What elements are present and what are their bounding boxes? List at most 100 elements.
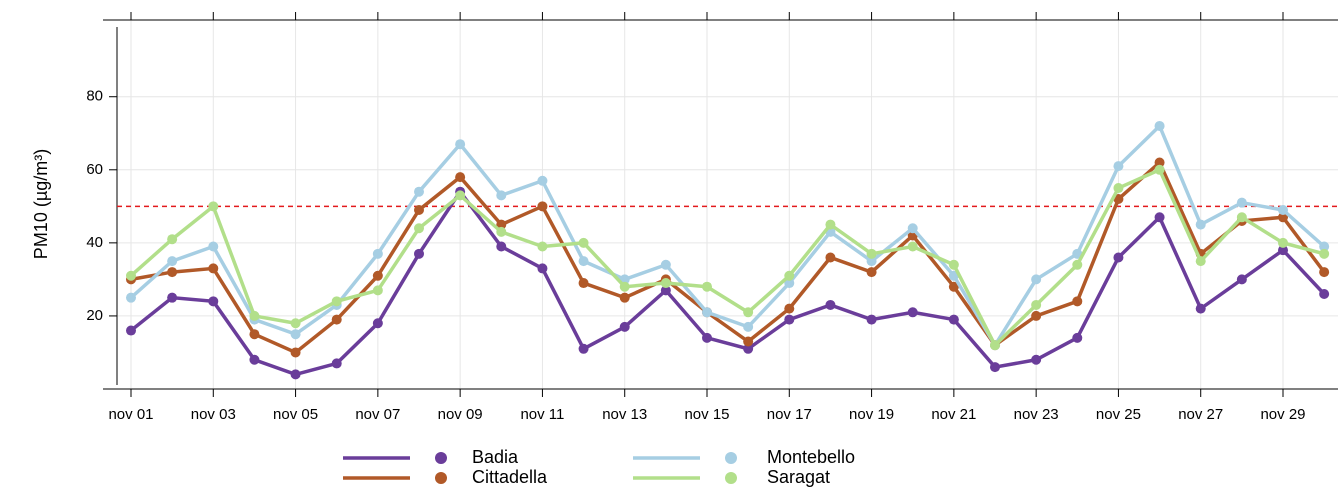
point [948, 281, 959, 292]
point [784, 270, 795, 281]
point [290, 369, 301, 380]
point [990, 340, 1001, 351]
x-tick-label: nov 21 [931, 406, 976, 423]
x-tick-label: nov 03 [191, 406, 236, 423]
point [331, 296, 342, 307]
point [784, 278, 795, 289]
point [784, 314, 795, 325]
point [825, 299, 836, 310]
x-tick-label: nov 15 [684, 406, 729, 423]
point [1236, 212, 1247, 223]
legend-label: Badia [472, 447, 519, 467]
point [414, 186, 425, 197]
point [948, 314, 959, 325]
y-tick-label: 60 [86, 161, 103, 178]
point [414, 248, 425, 259]
point [1113, 194, 1124, 205]
series-line [129, 167, 1325, 349]
series-line [130, 159, 1326, 355]
point [1319, 289, 1330, 300]
y-tick-label: 80 [86, 88, 103, 105]
point [1195, 219, 1206, 230]
point [1031, 299, 1042, 310]
point [290, 329, 301, 340]
point [948, 259, 959, 270]
point [208, 201, 219, 212]
point [537, 201, 548, 212]
point [1319, 248, 1330, 259]
point [866, 267, 877, 278]
point [578, 278, 589, 289]
point [331, 314, 342, 325]
point [1113, 161, 1124, 172]
x-tick-label: nov 27 [1178, 406, 1223, 423]
point [1236, 274, 1247, 285]
point [825, 219, 836, 230]
point [496, 190, 507, 201]
point [496, 219, 507, 230]
y-tick-label: 20 [86, 307, 103, 324]
point [1236, 197, 1247, 208]
point [784, 303, 795, 314]
x-tick-label: nov 05 [273, 406, 318, 423]
point [126, 325, 136, 336]
series-line [129, 122, 1326, 349]
point [1195, 256, 1206, 267]
legend-point [725, 472, 737, 484]
point [619, 321, 630, 332]
x-tick-label: nov 01 [108, 406, 153, 423]
grid [117, 20, 1338, 389]
point [537, 263, 548, 274]
x-tick-label: nov 23 [1014, 406, 1059, 423]
point [1154, 212, 1165, 223]
point [1072, 259, 1083, 270]
point [825, 252, 836, 263]
point [1113, 183, 1124, 194]
legend-label: Cittadella [472, 467, 548, 487]
point [1113, 252, 1124, 263]
point [1154, 157, 1165, 168]
x-tick-label: nov 29 [1260, 406, 1305, 423]
point [1072, 332, 1083, 343]
point [249, 354, 260, 365]
point [743, 336, 754, 347]
point [290, 347, 301, 358]
point [866, 256, 877, 267]
point [619, 281, 630, 292]
point [743, 321, 754, 332]
point [578, 237, 589, 248]
x-tick-label: nov 17 [767, 406, 812, 423]
legend-point [725, 452, 737, 464]
y-axis-label: PM10 (µg/m³) [31, 149, 51, 259]
point [702, 281, 713, 292]
legend-point [435, 452, 447, 464]
series-line [129, 188, 1326, 377]
point [290, 318, 301, 329]
point [372, 270, 383, 281]
point [1278, 245, 1289, 256]
x-tick-label: nov 09 [438, 406, 483, 423]
point [167, 256, 178, 267]
point [496, 241, 507, 252]
point [126, 292, 136, 303]
point [208, 263, 219, 274]
point [660, 278, 671, 289]
point [1319, 267, 1330, 278]
point [331, 358, 342, 369]
legend-label: Montebello [767, 447, 855, 467]
point [167, 234, 178, 245]
point [372, 318, 383, 329]
point [578, 256, 589, 267]
point [455, 172, 466, 183]
point [372, 285, 383, 296]
point [496, 226, 507, 237]
point [578, 343, 589, 354]
point [907, 307, 918, 318]
point [1195, 303, 1206, 314]
point [372, 248, 383, 259]
point [1278, 237, 1289, 248]
point [1031, 274, 1042, 285]
point [126, 270, 136, 281]
point [660, 285, 671, 296]
